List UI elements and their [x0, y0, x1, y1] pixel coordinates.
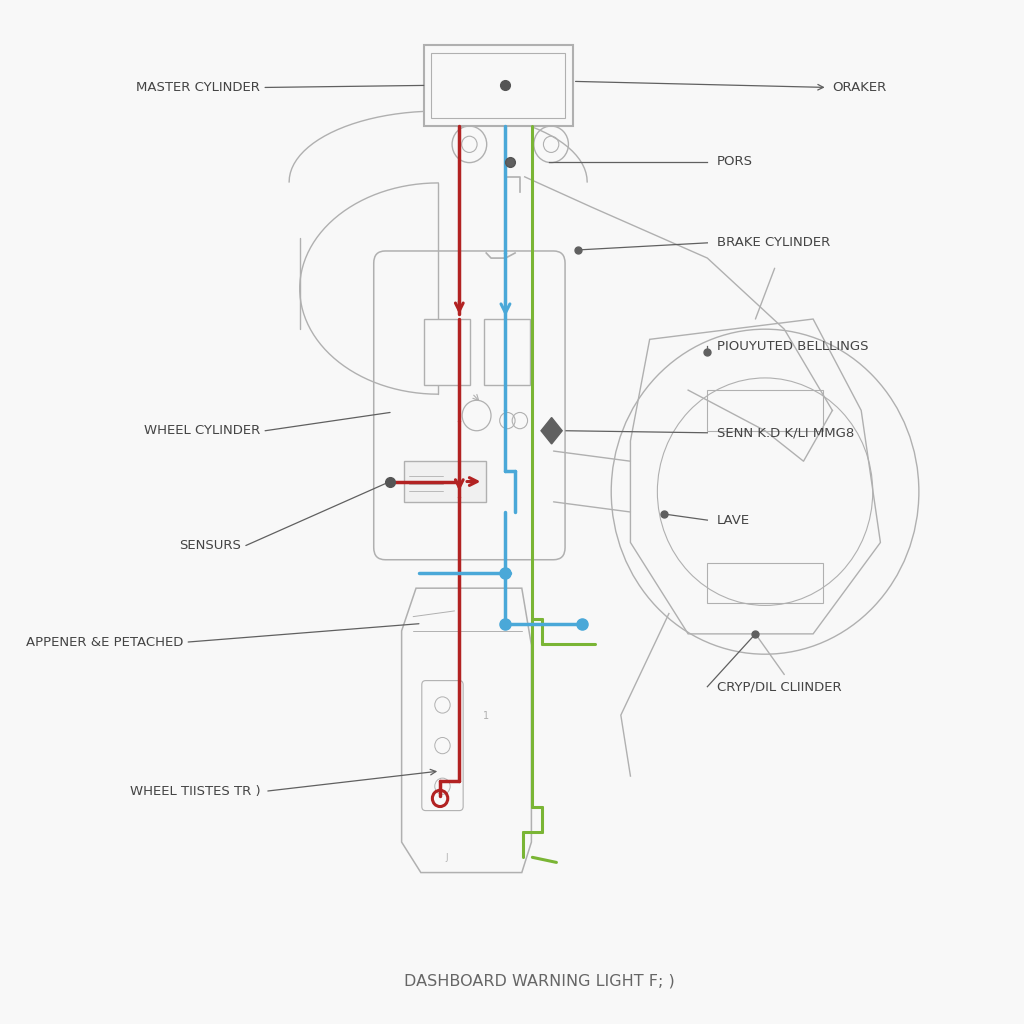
Text: MASTER CYLINDER: MASTER CYLINDER — [136, 81, 260, 94]
Text: ORAKER: ORAKER — [833, 81, 887, 94]
Text: WHEEL CYLINDER: WHEEL CYLINDER — [144, 424, 260, 437]
Bar — [431, 53, 565, 118]
Text: SENN K.D K/LI MMG8: SENN K.D K/LI MMG8 — [717, 426, 854, 439]
Text: CRYP/DIL CLIINDER: CRYP/DIL CLIINDER — [717, 680, 842, 693]
Text: WHEEL TIISTES TR ): WHEEL TIISTES TR ) — [130, 784, 260, 798]
Text: APPENER &E PETACHED: APPENER &E PETACHED — [26, 636, 183, 648]
Text: LAVE: LAVE — [717, 514, 751, 526]
Text: PORS: PORS — [717, 155, 753, 168]
Polygon shape — [541, 418, 562, 444]
Bar — [708, 563, 822, 603]
Text: PIOUYUTED BELLLINGS: PIOUYUTED BELLLINGS — [717, 340, 868, 353]
Text: DASHBOARD WARNING LIGHT F; ): DASHBOARD WARNING LIGHT F; ) — [403, 974, 675, 989]
Bar — [484, 319, 530, 385]
FancyBboxPatch shape — [374, 251, 565, 560]
Bar — [424, 319, 470, 385]
Bar — [404, 461, 486, 502]
Text: J: J — [445, 853, 449, 862]
Text: 1: 1 — [483, 711, 489, 721]
Bar — [708, 390, 822, 431]
Text: SENSURS: SENSURS — [179, 539, 241, 552]
Text: BRAKE CYLINDER: BRAKE CYLINDER — [717, 237, 830, 250]
Bar — [424, 45, 572, 126]
